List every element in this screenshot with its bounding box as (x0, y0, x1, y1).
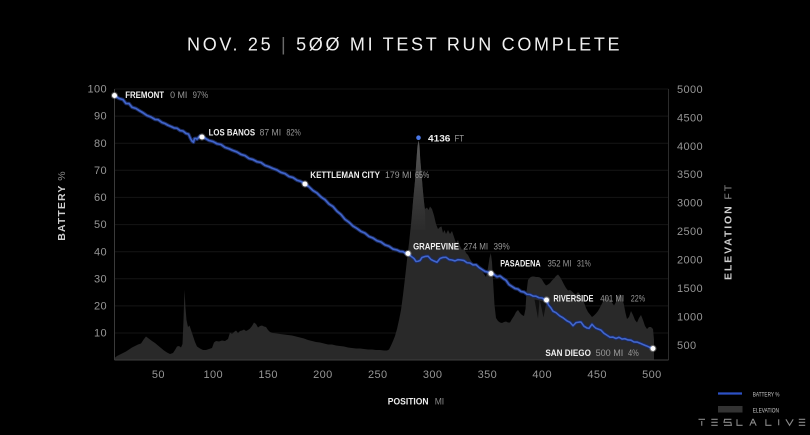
svg-text:4000: 4000 (677, 141, 703, 153)
svg-text:87 MI: 87 MI (260, 127, 282, 137)
svg-text:ELEVATION FT: ELEVATION FT (723, 183, 735, 280)
svg-text:22%: 22% (631, 293, 645, 303)
svg-text:100: 100 (204, 369, 224, 381)
svg-text:5000: 5000 (677, 84, 703, 96)
svg-text:BATTERY %: BATTERY % (753, 391, 780, 398)
svg-text:352 MI: 352 MI (548, 259, 572, 269)
svg-text:80: 80 (94, 138, 107, 150)
svg-text:200: 200 (313, 369, 333, 381)
svg-text:82%: 82% (286, 127, 300, 137)
svg-text:4%: 4% (628, 348, 639, 358)
svg-text:39%: 39% (494, 242, 510, 252)
svg-text:90: 90 (94, 111, 107, 123)
svg-text:500: 500 (642, 369, 662, 381)
svg-text:3500: 3500 (677, 169, 703, 181)
svg-text:65%: 65% (415, 170, 429, 180)
svg-text:50: 50 (94, 219, 107, 231)
svg-text:FREMONT: FREMONT (125, 90, 164, 100)
svg-text:MI: MI (435, 396, 445, 406)
svg-text:20: 20 (94, 301, 107, 313)
svg-text:274 MI: 274 MI (464, 242, 489, 252)
svg-text:PASADENA: PASADENA (500, 259, 541, 269)
svg-text:500: 500 (677, 340, 697, 352)
svg-text:NOV. 25 | 5ØØ MI TEST RUN COMP: NOV. 25 | 5ØØ MI TEST RUN COMPLETE (187, 35, 622, 55)
svg-text:60: 60 (94, 192, 107, 204)
svg-text:401 MI: 401 MI (600, 293, 624, 303)
svg-text:500 MI: 500 MI (596, 348, 624, 358)
svg-text:1000: 1000 (677, 311, 703, 323)
svg-text:40: 40 (94, 246, 107, 258)
svg-text:2000: 2000 (677, 255, 703, 267)
svg-text:300: 300 (423, 369, 443, 381)
svg-text:250: 250 (368, 369, 388, 381)
svg-text:4500: 4500 (677, 112, 703, 124)
svg-text:FT: FT (455, 134, 465, 144)
svg-text:150: 150 (258, 369, 278, 381)
svg-text:50: 50 (152, 369, 165, 381)
svg-text:400: 400 (532, 369, 552, 381)
svg-text:BATTERY %: BATTERY % (56, 170, 68, 240)
svg-text:0 MI: 0 MI (170, 90, 187, 100)
svg-text:4136: 4136 (428, 134, 450, 144)
svg-text:10: 10 (94, 328, 107, 340)
svg-text:ELEVATION: ELEVATION (753, 407, 779, 414)
svg-text:100: 100 (87, 84, 107, 96)
svg-text:1500: 1500 (677, 283, 703, 295)
svg-text:179 MI: 179 MI (385, 170, 412, 180)
svg-text:LOS BANOS: LOS BANOS (209, 127, 256, 137)
svg-text:SAN DIEGO: SAN DIEGO (545, 348, 591, 358)
svg-text:450: 450 (587, 369, 607, 381)
svg-text:70: 70 (94, 165, 107, 177)
svg-text:KETTLEMAN CITY: KETTLEMAN CITY (310, 170, 380, 180)
svg-text:31%: 31% (577, 259, 591, 269)
svg-text:97%: 97% (193, 90, 209, 100)
svg-text:30: 30 (94, 273, 107, 285)
svg-text:RIVERSIDE: RIVERSIDE (553, 293, 593, 303)
svg-text:350: 350 (478, 369, 498, 381)
svg-text:2500: 2500 (677, 226, 703, 238)
svg-text:3000: 3000 (677, 198, 703, 210)
svg-text:POSITION: POSITION (388, 396, 429, 406)
svg-text:GRAPEVINE: GRAPEVINE (413, 242, 459, 252)
